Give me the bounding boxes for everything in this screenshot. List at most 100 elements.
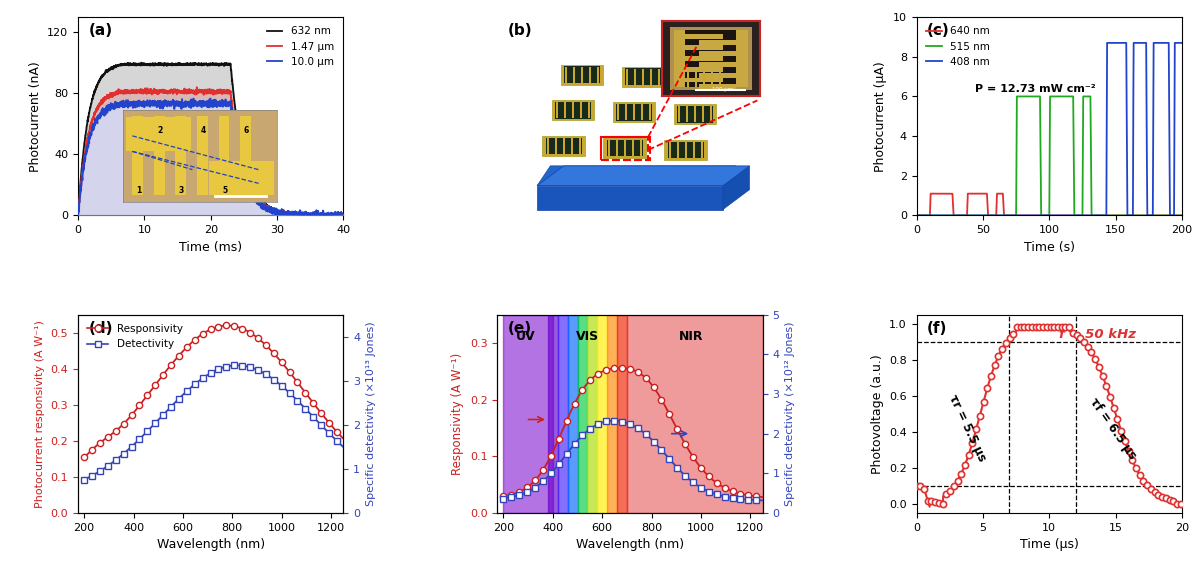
Bar: [504, 315, 553, 513]
Bar: [683, 68, 726, 88]
515 nm: [1009, 93, 1024, 100]
408 nm: [1078, 212, 1092, 219]
1.47 μm: [329, 212, 343, 219]
Bar: [589, 67, 592, 83]
Bar: [547, 138, 548, 154]
Text: VIS: VIS: [576, 330, 599, 343]
Bar: [546, 138, 582, 154]
Legend: 632 nm, 1.47 μm, 10.0 μm: 632 nm, 1.47 μm, 10.0 μm: [263, 22, 338, 71]
Text: (e): (e): [508, 320, 532, 336]
10.0 μm: [193, 98, 208, 105]
Bar: [642, 68, 644, 84]
Bar: [607, 140, 643, 156]
Text: (f): (f): [928, 320, 948, 336]
Legend: Responsivity, Detectivity: Responsivity, Detectivity: [83, 320, 187, 353]
Bar: [542, 136, 584, 156]
Bar: [695, 71, 697, 87]
Bar: [581, 67, 583, 83]
Bar: [565, 67, 568, 83]
Bar: [678, 107, 680, 122]
Bar: [588, 103, 590, 118]
10.0 μm: [71, 212, 85, 219]
640 nm: [1175, 212, 1189, 219]
Bar: [556, 103, 558, 118]
Line: 1.47 μm: 1.47 μm: [78, 87, 343, 215]
Bar: [650, 68, 653, 84]
632 nm: [84, 99, 98, 105]
Polygon shape: [538, 166, 750, 186]
640 nm: [923, 190, 937, 197]
632 nm: [193, 60, 208, 67]
X-axis label: Time (ms): Time (ms): [179, 241, 242, 254]
Bar: [564, 66, 600, 83]
Bar: [632, 104, 635, 120]
Bar: [641, 104, 643, 120]
632 nm: [280, 210, 294, 217]
Bar: [548, 315, 558, 513]
Text: f = 50 kHz: f = 50 kHz: [1058, 328, 1135, 341]
Bar: [616, 140, 618, 156]
Bar: [668, 142, 671, 158]
Text: P = 12.73 mW cm⁻²: P = 12.73 mW cm⁻²: [974, 84, 1096, 95]
Y-axis label: Photocurrent responsivity (A W⁻¹): Photocurrent responsivity (A W⁻¹): [35, 320, 44, 508]
Bar: [692, 142, 695, 158]
Bar: [622, 67, 665, 87]
Bar: [616, 104, 652, 121]
Y-axis label: Specific detectivity (×10¹² Jones): Specific detectivity (×10¹² Jones): [785, 321, 796, 506]
515 nm: [1121, 212, 1135, 219]
1.47 μm: [329, 211, 343, 218]
Bar: [552, 100, 594, 120]
515 nm: [1067, 147, 1081, 154]
Bar: [578, 138, 581, 154]
X-axis label: Time (μs): Time (μs): [1020, 538, 1079, 551]
X-axis label: Wavelength (nm): Wavelength (nm): [157, 538, 265, 551]
Bar: [719, 71, 721, 87]
Bar: [624, 140, 625, 156]
408 nm: [1121, 212, 1135, 219]
Bar: [604, 138, 646, 158]
Legend: 640 nm, 515 nm, 408 nm: 640 nm, 515 nm, 408 nm: [922, 22, 994, 71]
632 nm: [200, 61, 215, 68]
Bar: [601, 136, 649, 160]
Bar: [658, 68, 660, 84]
Bar: [625, 104, 628, 120]
1.47 μm: [193, 89, 208, 96]
Line: 632 nm: 632 nm: [78, 63, 343, 215]
Y-axis label: Photocurrent (μA): Photocurrent (μA): [875, 61, 887, 172]
10.0 μm: [203, 95, 217, 102]
632 nm: [329, 212, 343, 219]
Bar: [617, 104, 619, 120]
Text: τr = 5.5 μs: τr = 5.5 μs: [946, 393, 989, 464]
Bar: [613, 103, 655, 122]
640 nm: [1121, 212, 1135, 219]
Bar: [712, 71, 713, 87]
10.0 μm: [84, 126, 98, 133]
408 nm: [1175, 39, 1189, 46]
Bar: [572, 103, 574, 118]
Bar: [574, 67, 575, 83]
Bar: [617, 315, 626, 513]
Bar: [554, 138, 557, 154]
Bar: [677, 106, 713, 123]
Text: (a): (a): [89, 23, 113, 38]
632 nm: [71, 212, 85, 219]
Bar: [598, 315, 607, 513]
Bar: [580, 103, 582, 118]
515 nm: [1106, 212, 1121, 219]
10.0 μm: [200, 102, 215, 109]
Bar: [640, 140, 642, 156]
10.0 μm: [280, 212, 294, 219]
515 nm: [1175, 212, 1189, 219]
408 nm: [1106, 39, 1121, 46]
Text: NIR: NIR: [679, 330, 703, 343]
Bar: [673, 104, 716, 124]
Bar: [607, 140, 610, 156]
640 nm: [1006, 212, 1020, 219]
632 nm: [329, 212, 343, 219]
Bar: [554, 102, 590, 119]
Bar: [560, 65, 604, 84]
Bar: [710, 107, 712, 122]
515 nm: [910, 212, 924, 219]
Y-axis label: Responsivity (A W⁻¹): Responsivity (A W⁻¹): [451, 353, 464, 475]
Bar: [667, 142, 703, 158]
